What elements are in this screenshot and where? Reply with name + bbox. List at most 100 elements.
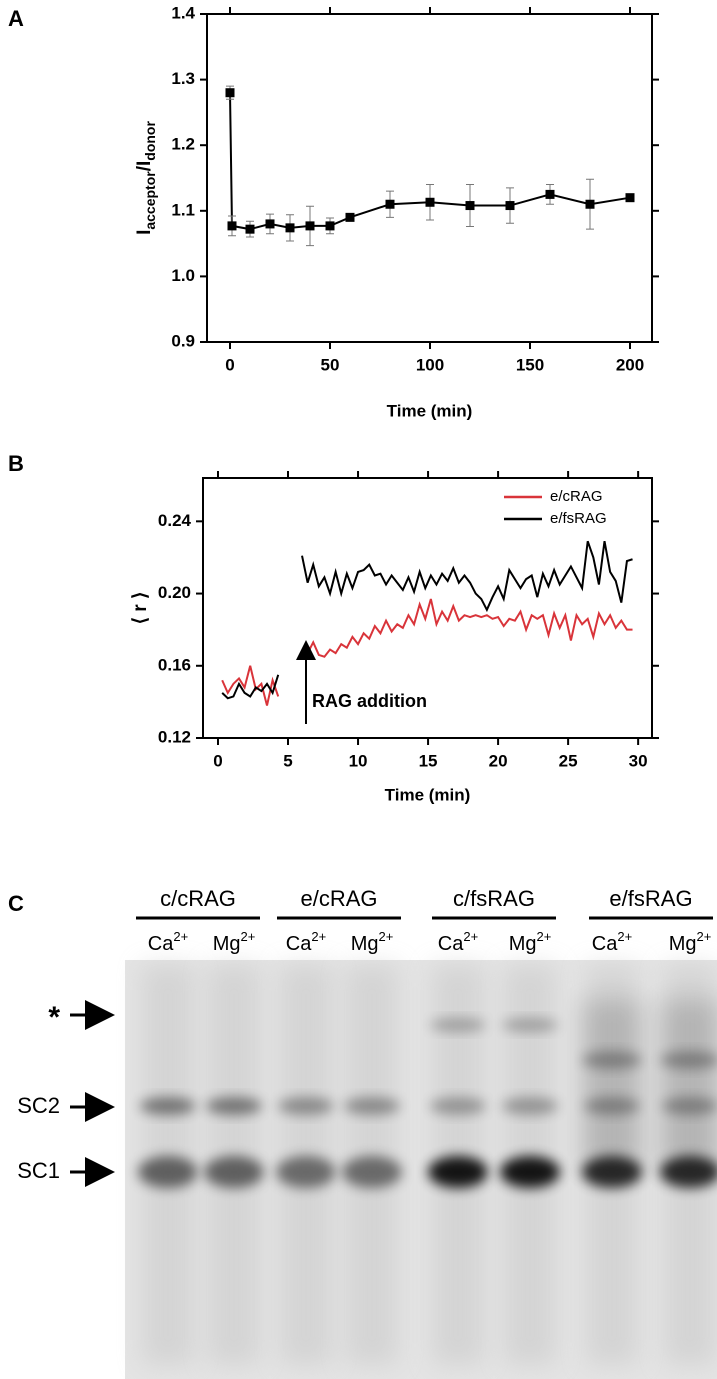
gel xyxy=(125,960,717,1379)
x-tick-label: 0 xyxy=(225,355,234,374)
point-marker xyxy=(227,221,237,231)
x-axis-label: Time (min) xyxy=(385,785,471,804)
y-axis-label: Iacceptor/Idonor xyxy=(134,121,158,235)
band-sc1 xyxy=(428,1156,488,1188)
charge: 2+ xyxy=(173,929,188,944)
series-line xyxy=(221,598,633,706)
group-label: e/cRAG xyxy=(300,886,377,911)
panel-label: B xyxy=(8,451,24,476)
band-sc2 xyxy=(344,1097,400,1115)
ion: Mg xyxy=(509,933,537,955)
y-label-part: acceptor xyxy=(142,171,158,230)
y-label-part: I xyxy=(134,230,155,235)
point-marker xyxy=(305,221,315,231)
group-label: c/fsRAG xyxy=(453,886,535,911)
y-axis-label: ⟨ r ⟩ xyxy=(130,592,151,625)
band-marker-label: SC1 xyxy=(17,1158,60,1183)
ion: Mg xyxy=(213,933,241,955)
lane-label: Ca2+ xyxy=(438,929,478,955)
band-sc2 xyxy=(430,1097,486,1115)
legend-label: e/fsRAG xyxy=(550,510,607,527)
point-marker xyxy=(345,212,355,222)
point-marker xyxy=(465,201,475,211)
ion: Mg xyxy=(669,933,697,955)
charge: 2+ xyxy=(617,929,632,944)
band-sc1 xyxy=(276,1156,336,1188)
band-sc1 xyxy=(138,1156,198,1188)
point-marker xyxy=(585,199,595,209)
y-tick-label: 0.12 xyxy=(158,727,191,746)
annotation: RAG addition xyxy=(312,691,427,711)
point-marker xyxy=(225,88,235,98)
lane-smear-dark xyxy=(660,1000,717,1170)
y-tick-label: 1.4 xyxy=(171,3,195,22)
band-sc2 xyxy=(206,1097,262,1115)
ion: Ca xyxy=(148,933,174,955)
y-tick-label: 1.1 xyxy=(171,200,195,219)
x-tick-label: 15 xyxy=(419,751,438,770)
charge: 2+ xyxy=(311,929,326,944)
lane-label: Mg2+ xyxy=(669,929,712,955)
point-marker xyxy=(245,224,255,234)
ion: Mg xyxy=(351,933,379,955)
lane-label: Ca2+ xyxy=(148,929,188,955)
x-axis-label: Time (min) xyxy=(387,401,473,420)
x-tick-label: 100 xyxy=(416,355,444,374)
x-tick-label: 150 xyxy=(516,355,544,374)
band-sc2 xyxy=(278,1097,334,1115)
point-marker xyxy=(325,221,335,231)
y-label-part: /I xyxy=(134,161,155,172)
x-tick-label: 10 xyxy=(349,751,368,770)
lane-label: Mg2+ xyxy=(509,929,552,955)
charge: 2+ xyxy=(463,929,478,944)
point-marker xyxy=(625,193,635,203)
x-tick-label: 20 xyxy=(489,751,508,770)
group-label: e/fsRAG xyxy=(609,886,692,911)
lane-label: Mg2+ xyxy=(213,929,256,955)
lane-label: Ca2+ xyxy=(592,929,632,955)
ion: Ca xyxy=(438,933,464,955)
legend-label: e/cRAG xyxy=(550,488,603,505)
point-marker xyxy=(285,223,295,233)
band-upper xyxy=(502,1018,558,1032)
series-line xyxy=(221,540,633,700)
y-tick-label: 1.2 xyxy=(171,135,195,154)
charge: 2+ xyxy=(378,929,393,944)
panel-label: A xyxy=(8,6,24,31)
point-marker xyxy=(265,219,275,229)
band-upper xyxy=(430,1018,486,1032)
y-tick-label: 0.16 xyxy=(158,655,191,674)
y-label-part: donor xyxy=(142,121,158,161)
x-tick-label: 0 xyxy=(213,751,222,770)
point-marker xyxy=(385,199,395,209)
band-sc1 xyxy=(204,1156,264,1188)
charge: 2+ xyxy=(536,929,551,944)
charge: 2+ xyxy=(696,929,711,944)
y-tick-label: 1.3 xyxy=(171,69,195,88)
charge: 2+ xyxy=(240,929,255,944)
panel-label: C xyxy=(8,891,24,916)
band-sc2 xyxy=(140,1097,196,1115)
band-sc2 xyxy=(502,1097,558,1115)
point-marker xyxy=(505,201,515,211)
x-tick-label: 5 xyxy=(283,751,292,770)
y-tick-label: 0.9 xyxy=(171,331,195,350)
plot-frame xyxy=(206,13,653,343)
band-sc1 xyxy=(500,1156,560,1188)
lane-smear-dark xyxy=(582,1000,642,1170)
lane-label: Ca2+ xyxy=(286,929,326,955)
y-label-part: ⟨ r ⟩ xyxy=(130,592,151,625)
y-tick-label: 1.0 xyxy=(171,266,195,285)
lane-label: Mg2+ xyxy=(351,929,394,955)
x-tick-label: 50 xyxy=(321,355,340,374)
point-marker xyxy=(425,197,435,207)
y-tick-label: 0.24 xyxy=(158,511,192,530)
ion: Ca xyxy=(592,933,618,955)
point-marker xyxy=(545,189,555,199)
ion: Ca xyxy=(286,933,312,955)
band-marker-label: SC2 xyxy=(17,1093,60,1118)
group-label: c/cRAG xyxy=(160,886,236,911)
x-tick-label: 200 xyxy=(616,355,644,374)
